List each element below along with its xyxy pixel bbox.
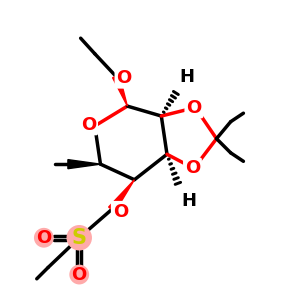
Text: O: O — [186, 98, 202, 116]
Text: O: O — [116, 69, 132, 87]
Text: O: O — [81, 116, 96, 134]
Polygon shape — [68, 160, 100, 169]
Circle shape — [67, 225, 92, 250]
Circle shape — [34, 228, 54, 248]
Polygon shape — [112, 75, 128, 106]
Text: O: O — [36, 229, 52, 247]
Text: O: O — [113, 203, 128, 221]
Circle shape — [69, 265, 89, 284]
Text: S: S — [72, 228, 87, 248]
Text: O: O — [185, 159, 200, 177]
Text: H: H — [180, 68, 195, 86]
Polygon shape — [109, 180, 134, 212]
Text: H: H — [181, 192, 196, 210]
Text: O: O — [72, 266, 87, 284]
